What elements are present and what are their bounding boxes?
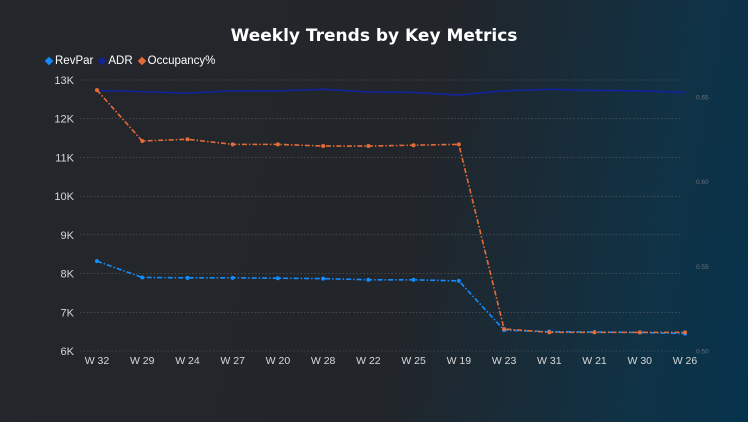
x-tick-label: W 26: [673, 355, 698, 367]
series-line-revpar: [96, 260, 686, 335]
data-point-occupancy: [683, 330, 687, 335]
data-point-revpar: [185, 275, 190, 280]
legend-item-adr: ADR: [98, 55, 133, 67]
x-tick-label: W 23: [492, 355, 517, 367]
data-point-revpar: [456, 278, 461, 283]
data-point-occupancy: [95, 88, 99, 93]
legend: RevPar ADR Occupancy%: [44, 55, 216, 67]
legend-item-occupancy: Occupancy%: [137, 55, 216, 67]
data-point-occupancy: [140, 138, 145, 143]
x-tick-label: W 19: [447, 355, 472, 367]
y-left-tick-label: 8K: [61, 269, 75, 281]
data-point-revpar: [411, 277, 416, 282]
legend-label: ADR: [108, 55, 133, 67]
data-point-revpar: [95, 259, 99, 264]
data-point-revpar: [321, 276, 326, 281]
y-left-tick-label: 6K: [61, 346, 75, 358]
data-point-occupancy: [185, 137, 190, 142]
data-point-revpar: [230, 275, 235, 280]
legend-item-revpar: RevPar: [44, 55, 94, 67]
series-line-occupancy: [96, 89, 685, 334]
data-point-revpar: [366, 277, 371, 282]
legend-label: Occupancy%: [147, 55, 216, 67]
data-point-occupancy: [230, 142, 235, 147]
x-tick-label: W 32: [85, 355, 110, 367]
y-right-tick-label: 0.50: [696, 349, 709, 356]
data-point-occupancy: [637, 330, 642, 335]
y-right-tick-label: 0.55: [696, 264, 709, 271]
data-point-revpar: [140, 275, 145, 280]
x-tick-label: W 27: [220, 355, 245, 367]
x-tick-label: W 21: [582, 355, 607, 367]
y-left-tick-label: 10K: [54, 191, 74, 203]
data-point-occupancy: [366, 144, 371, 149]
data-point-revpar: [275, 276, 280, 281]
data-point-occupancy: [456, 142, 461, 147]
x-tick-label: W 28: [311, 355, 336, 367]
y-right-tick-label: 0.60: [696, 179, 709, 186]
data-point-occupancy: [275, 142, 280, 147]
x-tick-label: W 31: [537, 355, 562, 367]
x-tick-label: W 30: [628, 355, 653, 367]
y-left-tick-label: 13K: [54, 75, 74, 87]
x-tick-label: W 22: [356, 355, 381, 367]
y-left-tick-label: 9K: [61, 230, 75, 242]
data-point-occupancy: [592, 330, 597, 335]
series-line-adr: [96, 88, 686, 96]
y-left-tick-label: 11K: [55, 152, 74, 164]
x-tick-label: W 29: [130, 355, 155, 367]
data-point-occupancy: [321, 144, 326, 149]
y-left-tick-label: 7K: [61, 307, 75, 319]
y-left-tick-label: 12K: [54, 114, 74, 126]
data-point-occupancy: [502, 326, 507, 331]
chart-title: Weekly Trends by Key Metrics: [230, 26, 518, 46]
x-tick-label: W 24: [175, 355, 200, 367]
x-tick-label: W 25: [401, 355, 426, 367]
data-point-occupancy: [411, 143, 416, 148]
data-point-occupancy: [547, 330, 552, 335]
legend-label: RevPar: [55, 55, 94, 67]
y-right-tick-label: 0.65: [696, 94, 709, 101]
x-tick-label: W 20: [266, 355, 291, 367]
